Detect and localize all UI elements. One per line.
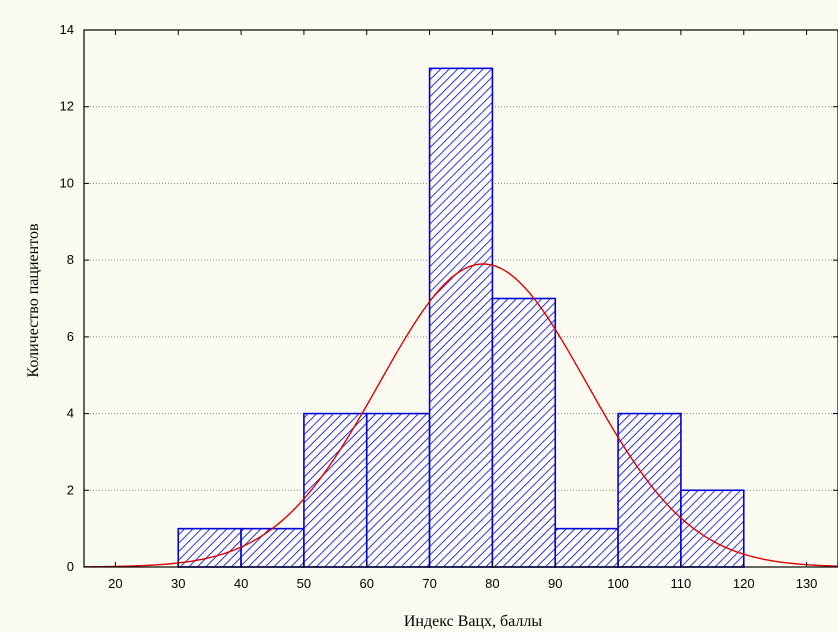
x-tick-label-20: 20	[108, 576, 122, 591]
x-tick-label-60: 60	[360, 576, 374, 591]
histogram-bars	[177, 67, 745, 568]
y-axis-title: Количество пациентов	[25, 223, 42, 378]
x-axis-title: Индекс Вацх, баллы	[404, 613, 543, 630]
y-tick-label-2: 2	[67, 482, 74, 497]
normal-curve-path	[83, 263, 838, 568]
tick-labels: 0 2 4 6 8 10 12 14 20 30 40 50 60 70 80 90 100 110 120 130	[60, 22, 818, 591]
histogram-bar-30-40	[177, 527, 242, 568]
histogram-bar-100-110	[617, 412, 682, 568]
histogram-bar-110-120	[680, 489, 745, 568]
normal-fit-curve	[83, 263, 838, 568]
x-tick-label-90: 90	[548, 576, 562, 591]
x-tick-label-120: 120	[733, 576, 755, 591]
y-tick-label-8: 8	[67, 252, 74, 267]
y-tick-label-10: 10	[60, 175, 74, 190]
x-tick-label-110: 110	[671, 576, 692, 591]
x-tick-label-30: 30	[171, 576, 185, 591]
axis-ticks	[84, 29, 838, 568]
histogram-bar-80-90	[491, 297, 557, 568]
y-tick-label-12: 12	[60, 99, 74, 114]
y-tick-label-14: 14	[60, 22, 74, 37]
x-tick-label-130: 130	[796, 576, 818, 591]
plot-frame	[83, 29, 838, 568]
y-tick-label-4: 4	[67, 406, 74, 421]
histogram-bar-90-100	[554, 527, 619, 568]
histogram-bar-60-70	[365, 412, 431, 568]
x-tick-label-40: 40	[234, 576, 248, 591]
histogram-bar-40-50	[240, 527, 305, 568]
x-tick-label-50: 50	[297, 576, 311, 591]
x-tick-label-80: 80	[485, 576, 499, 591]
y-tick-label-0: 0	[67, 559, 74, 574]
x-tick-label-70: 70	[422, 576, 436, 591]
histogram-bar-50-60	[303, 412, 368, 568]
histogram-bar-70-80	[428, 67, 494, 568]
y-tick-label-6: 6	[67, 329, 74, 344]
x-tick-label-100: 100	[607, 576, 629, 591]
